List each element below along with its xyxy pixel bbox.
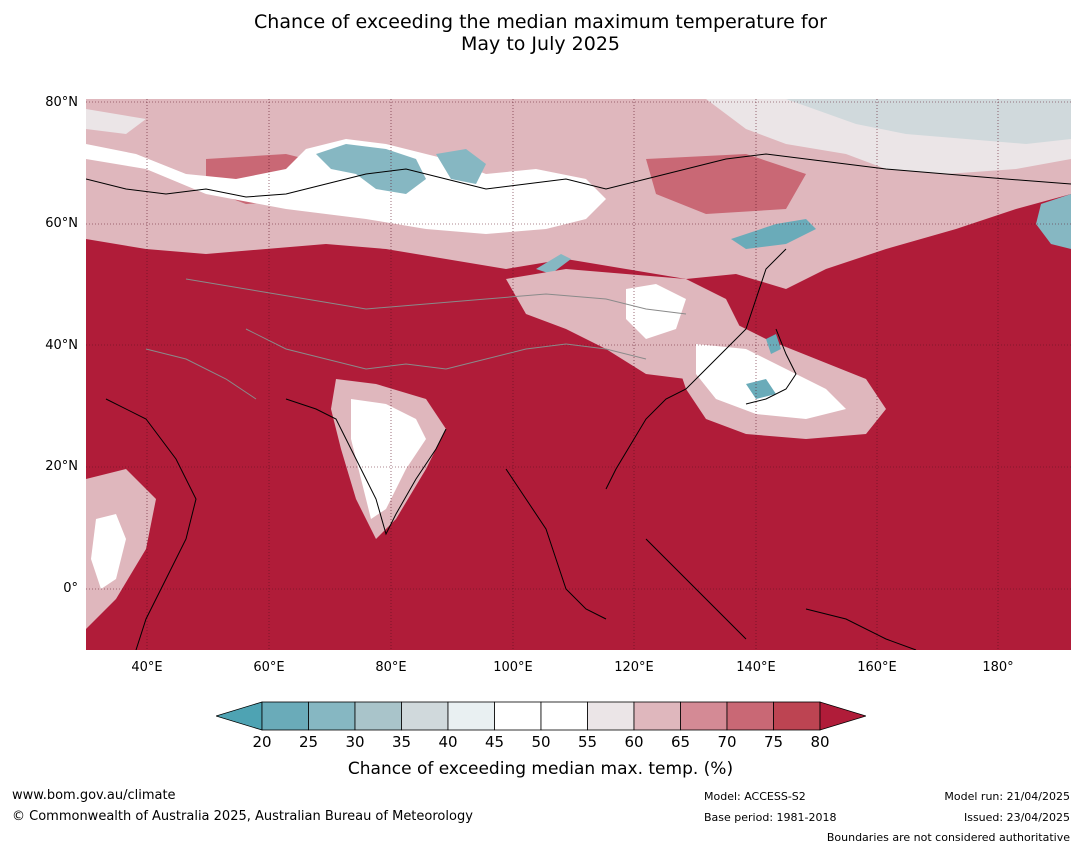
colorbar-extension-high bbox=[819, 701, 866, 731]
forecast-map bbox=[86, 99, 1071, 650]
colorbar-cell bbox=[680, 701, 728, 731]
colorbar-tick-label: 50 bbox=[531, 733, 551, 751]
colorbar-tick-label: 70 bbox=[717, 733, 737, 751]
colorbar bbox=[216, 701, 866, 731]
lon-label-100e: 100°E bbox=[493, 660, 533, 675]
colorbar-tick-label: 75 bbox=[763, 733, 784, 751]
colorbar-tick-label: 60 bbox=[624, 733, 644, 751]
disclaimer-text: Boundaries are not considered authoritat… bbox=[826, 831, 1070, 844]
north-mid-zone bbox=[206, 154, 806, 214]
coastlines bbox=[86, 153, 1071, 650]
colorbar-label: Chance of exceeding median max. temp. (%… bbox=[347, 759, 734, 779]
lat-label-60n: 60°N bbox=[45, 216, 78, 231]
japan-neutral-zone bbox=[696, 344, 846, 419]
lon-label-60e: 60°E bbox=[253, 660, 285, 675]
model-run-text: Model run: 21/04/2025 bbox=[944, 790, 1070, 803]
colorbar-tick-label: 45 bbox=[484, 733, 505, 751]
north-cool-light-zone bbox=[786, 99, 1071, 144]
colorbar-cell bbox=[494, 701, 542, 731]
chukotka-cool-zone bbox=[1036, 194, 1071, 249]
colorbar-tick-label: 25 bbox=[298, 733, 319, 751]
graticule bbox=[86, 99, 1071, 650]
africa-neutral-zone bbox=[91, 514, 126, 589]
kolyma-cool-zone bbox=[731, 219, 816, 249]
lat-label-80n: 80°N bbox=[45, 95, 78, 110]
lon-label-180: 180° bbox=[982, 660, 1014, 675]
north-grey-zone bbox=[86, 99, 1071, 174]
colorbar-tick-label: 30 bbox=[345, 733, 365, 751]
colorbar-tick-label: 40 bbox=[438, 733, 458, 751]
colorbar-tick-label: 65 bbox=[670, 733, 691, 751]
copyright-text: © Commonwealth of Australia 2025, Austra… bbox=[12, 809, 473, 824]
colorbar-cell bbox=[447, 701, 495, 731]
lon-label-40e: 40°E bbox=[131, 660, 163, 675]
north-neutral-zone bbox=[86, 139, 606, 234]
lon-label-120e: 120°E bbox=[614, 660, 654, 675]
country-borders bbox=[145, 278, 687, 400]
colorbar-tick-label: 20 bbox=[252, 733, 272, 751]
colorbar-cell bbox=[261, 701, 309, 731]
colorbar-cell bbox=[726, 701, 774, 731]
map-title-line-1: Chance of exceeding the median maximum t… bbox=[254, 11, 827, 33]
lon-label-80e: 80°E bbox=[375, 660, 407, 675]
baikal-cool-zone bbox=[536, 254, 571, 274]
colorbar-extension-low bbox=[216, 701, 263, 731]
base-period-text: Base period: 1981-2018 bbox=[704, 811, 837, 824]
colorbar-cell bbox=[773, 701, 821, 731]
colorbar-cell bbox=[540, 701, 588, 731]
lat-label-0: 0° bbox=[63, 581, 78, 596]
colorbar-cell bbox=[587, 701, 635, 731]
model-text: Model: ACCESS-S2 bbox=[704, 790, 806, 803]
issued-text: Issued: 23/04/2025 bbox=[963, 811, 1070, 824]
lat-label-20n: 20°N bbox=[45, 459, 78, 474]
lat-label-40n: 40°N bbox=[45, 338, 78, 353]
china-neutral-zone bbox=[626, 284, 686, 339]
colorbar-cell bbox=[633, 701, 681, 731]
colorbar-tick-label: 80 bbox=[810, 733, 830, 751]
india-neutral-zone bbox=[351, 399, 426, 519]
lon-label-140e: 140°E bbox=[736, 660, 776, 675]
colorbar-tick-label: 55 bbox=[577, 733, 598, 751]
colorbar-cell bbox=[308, 701, 356, 731]
colorbar-cell bbox=[354, 701, 402, 731]
website-text: www.bom.gov.au/climate bbox=[12, 788, 176, 803]
japan-cool-zone bbox=[746, 334, 781, 399]
map-title-line-2: May to July 2025 bbox=[461, 33, 620, 55]
colorbar-cell bbox=[401, 701, 449, 731]
lon-label-160e: 160°E bbox=[857, 660, 897, 675]
colorbar-tick-label: 35 bbox=[391, 733, 412, 751]
siberia-cool-zone bbox=[316, 144, 486, 194]
